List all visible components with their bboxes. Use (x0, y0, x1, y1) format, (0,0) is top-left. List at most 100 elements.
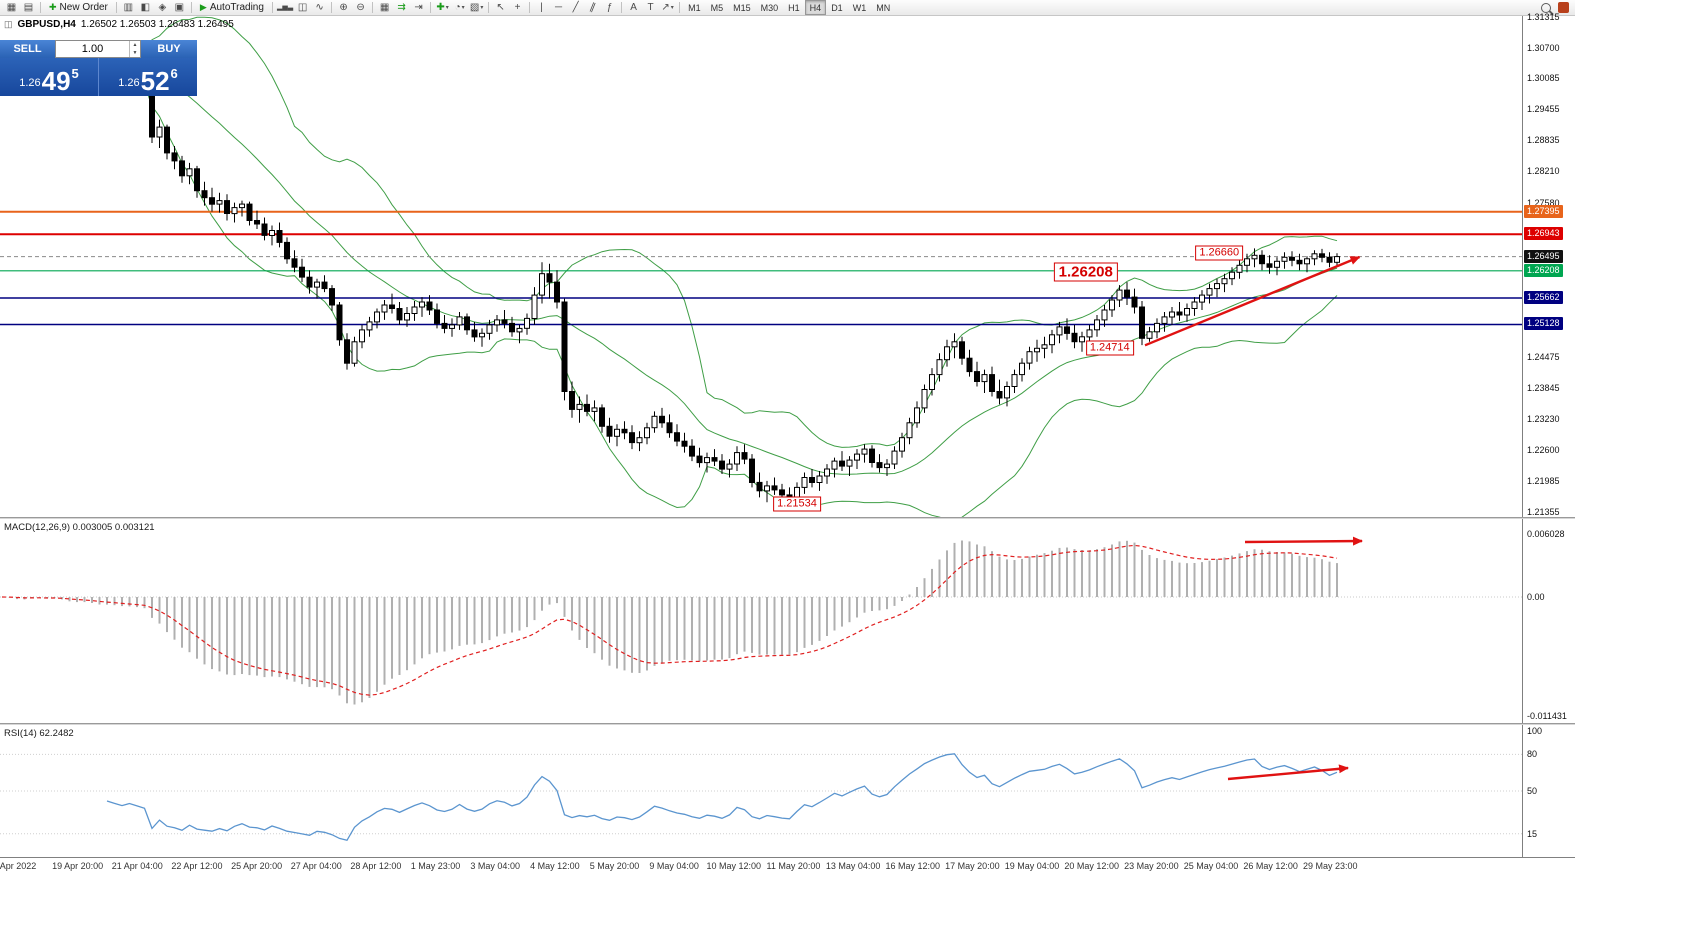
new-order-button[interactable]: ✚ New Order (44, 1, 113, 15)
price-annotation[interactable]: 1.21534 (773, 496, 821, 512)
toolbar-separator (40, 2, 41, 13)
time-axis-label: 28 Apr 12:00 (350, 861, 402, 871)
price-annotation[interactable]: 1.26660 (1195, 245, 1244, 261)
label-icon[interactable]: T (647, 1, 654, 13)
fibonacci-icon[interactable]: ƒ (606, 1, 613, 13)
profiles-icon[interactable]: ▤ (23, 1, 34, 13)
tile-windows-icon[interactable]: ▦ (379, 1, 390, 13)
timeframe-w1[interactable]: W1 (852, 2, 867, 13)
volume-input[interactable]: 1.00 (81, 43, 104, 55)
indicators-icon-caret[interactable]: ▾ (445, 4, 449, 11)
terminal-icon[interactable]: ▣ (174, 1, 185, 13)
time-axis-label: 25 Apr 20:00 (231, 861, 283, 871)
sell-button[interactable]: SELL (0, 40, 55, 58)
templates-icon[interactable]: ▧ ▾ (469, 1, 484, 13)
timeframe-d1[interactable]: D1 (831, 2, 843, 13)
time-axis-label: Apr 2022 (0, 861, 37, 871)
price-chart[interactable] (0, 16, 1522, 517)
zoom-in-icon[interactable]: ⊕ (339, 1, 348, 13)
timeframe-m30[interactable]: M30 (760, 2, 779, 13)
text-icon[interactable]: A (630, 1, 637, 13)
buy-button[interactable]: BUY (141, 40, 197, 58)
price-axis-label: 1.27580 (1527, 197, 1560, 208)
time-axis-label: 22 Apr 12:00 (171, 861, 223, 871)
time-axis-label: 13 May 04:00 (825, 861, 881, 871)
time-axis-label: 25 May 04:00 (1183, 861, 1239, 871)
macd-histogram (8, 540, 1338, 705)
toolbar-separator (621, 2, 623, 13)
buy-price[interactable]: 1.26 52 6 (99, 58, 197, 96)
volume-up-icon[interactable]: ▲ (132, 42, 138, 48)
price-axis-label: 1.30085 (1527, 73, 1560, 84)
panel-divider[interactable] (0, 723, 1575, 725)
toolbar-separator (372, 2, 374, 13)
rsi-panel[interactable] (0, 725, 1522, 857)
price-axis[interactable]: 1.31315 1.30700 1.30085 1.29455 1.28835 1.282… (1522, 12, 1575, 517)
panel-divider[interactable] (0, 517, 1575, 519)
templates-icon-caret[interactable]: ▾ (480, 4, 484, 11)
price-annotation[interactable]: 1.26208 (1053, 262, 1118, 282)
toolbar-separator (115, 2, 117, 13)
trend-arrow[interactable] (1144, 255, 1361, 347)
macd-panel[interactable] (0, 519, 1522, 723)
periods-icon[interactable]: ◔ ▾ (454, 1, 465, 13)
autotrading-button[interactable]: ▶ AutoTrading (195, 1, 269, 15)
price-level-tag: 1.25662 (1524, 290, 1563, 304)
time-axis[interactable]: Apr 2022 19 Apr 20:00 21 Apr 04:00 22 Apr 1… (0, 857, 1575, 874)
timeframe-h1[interactable]: H1 (788, 2, 800, 13)
time-axis-label: 21 Apr 04:00 (111, 861, 163, 871)
macd-trend-arrow[interactable] (1244, 536, 1363, 546)
rsi-axis-label: 50 (1527, 786, 1538, 796)
price-axis-label: 1.28835 (1527, 135, 1560, 146)
volume-spinner[interactable]: ▲ ▼ (129, 41, 140, 57)
time-axis-label: 23 May 20:00 (1124, 861, 1179, 871)
symbol-info: ◫ GBPUSD,H4 1.26502 1.26503 1.26483 1.26… (4, 19, 234, 30)
mql5-community-icon[interactable] (1558, 2, 1569, 13)
data-window-icon[interactable]: ◧ (140, 1, 151, 13)
timeframe-m15[interactable]: M15 (733, 2, 751, 13)
price-axis-label: 1.21355 (1527, 507, 1560, 517)
sell-price[interactable]: 1.26 49 5 (0, 58, 99, 96)
search-icon[interactable] (1541, 2, 1551, 13)
symbol-name: GBPUSD,H4 (17, 19, 76, 30)
auto-scroll-icon[interactable]: ⇉ (397, 1, 406, 13)
zoom-out-icon[interactable]: ⊖ (356, 1, 365, 13)
macd-axis-label: 0.00 (1527, 592, 1545, 602)
periods-icon-caret[interactable]: ▾ (461, 4, 465, 11)
rsi-axis[interactable]: 100 80 50 15 (1522, 725, 1575, 857)
line-chart-icon[interactable]: ∿ (315, 1, 324, 13)
vertical-line-icon[interactable]: | (540, 1, 543, 13)
macd-signal-line (1, 544, 1338, 696)
price-axis-label: 1.28210 (1527, 166, 1560, 177)
arrows-tool-icon-caret[interactable]: ▾ (670, 4, 674, 11)
rsi-axis-label: 100 (1527, 726, 1543, 736)
chart-shift-icon[interactable]: ⇥ (414, 1, 423, 13)
volume-down-icon[interactable]: ▼ (132, 50, 138, 56)
toolbar-separator (529, 2, 531, 13)
rsi-trend-arrow[interactable] (1227, 764, 1349, 781)
bollinger-bands (1, 16, 1338, 517)
arrows-tool-icon[interactable]: ↗ ▾ (661, 1, 674, 13)
macd-axis[interactable]: 0.006028 0.00 -0.011431 (1522, 519, 1575, 723)
time-axis-label: 16 May 12:00 (885, 861, 941, 871)
candlestick-chart-icon[interactable]: ◫ (297, 1, 308, 13)
price-annotation[interactable]: 1.24714 (1085, 340, 1134, 356)
timeframe-m1[interactable]: M1 (688, 2, 701, 13)
navigator-icon[interactable]: ◈ (158, 1, 167, 13)
channel-icon[interactable]: ∥ (588, 1, 598, 14)
price-axis-label: 1.24475 (1527, 351, 1560, 362)
new-chart-icon[interactable]: ▦ (6, 1, 17, 13)
crosshair-icon[interactable]: + (514, 1, 521, 13)
timeframe-mn[interactable]: MN (876, 2, 891, 13)
trendline-icon[interactable]: ╱ (572, 1, 579, 13)
support-resistance-lines[interactable] (0, 210, 1522, 326)
horizontal-line-icon[interactable]: ─ (555, 1, 563, 13)
timeframe-h4[interactable]: H4 (804, 0, 827, 15)
bar-chart-icon[interactable]: ▂▅▃ (276, 4, 294, 11)
toolbar-separator (430, 2, 432, 13)
market-watch-icon[interactable]: ▥ (123, 1, 134, 13)
indicators-icon[interactable]: ✚ ▾ (436, 1, 449, 13)
timeframe-m5[interactable]: M5 (710, 2, 724, 13)
time-axis-label: 20 May 12:00 (1064, 861, 1119, 871)
cursor-icon[interactable]: ↖ (496, 1, 505, 13)
